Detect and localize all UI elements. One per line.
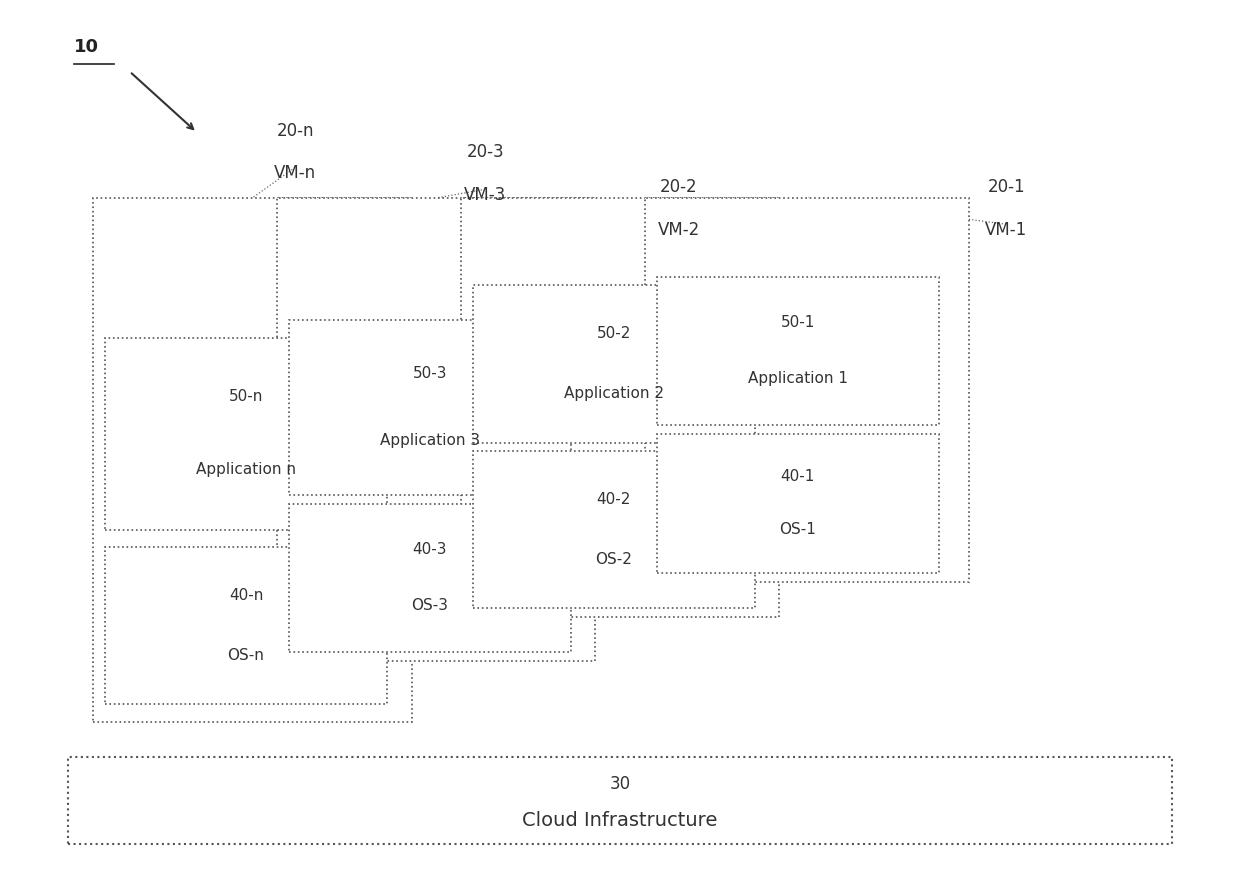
Text: 40-2: 40-2 xyxy=(596,492,631,506)
FancyBboxPatch shape xyxy=(460,198,780,618)
FancyBboxPatch shape xyxy=(277,198,595,661)
Text: 20-2: 20-2 xyxy=(660,178,698,196)
Text: 40-1: 40-1 xyxy=(781,469,815,484)
FancyBboxPatch shape xyxy=(472,286,755,443)
Text: 40-n: 40-n xyxy=(229,587,263,602)
Text: 20-1: 20-1 xyxy=(987,178,1025,196)
Text: OS-2: OS-2 xyxy=(595,551,632,566)
Text: 30: 30 xyxy=(609,774,631,792)
FancyBboxPatch shape xyxy=(472,452,755,609)
Text: Application 3: Application 3 xyxy=(379,432,480,447)
Text: Application n: Application n xyxy=(196,462,296,477)
FancyBboxPatch shape xyxy=(645,198,970,582)
Text: 50-n: 50-n xyxy=(229,388,263,403)
Text: 40-3: 40-3 xyxy=(413,541,448,556)
FancyBboxPatch shape xyxy=(105,338,387,530)
Text: 10: 10 xyxy=(74,37,99,56)
Text: 50-2: 50-2 xyxy=(596,326,631,340)
Text: VM-1: VM-1 xyxy=(985,221,1028,238)
FancyBboxPatch shape xyxy=(657,434,939,574)
Text: Application 1: Application 1 xyxy=(748,370,848,385)
FancyBboxPatch shape xyxy=(68,757,1172,844)
FancyBboxPatch shape xyxy=(105,548,387,704)
Text: 50-1: 50-1 xyxy=(781,315,815,330)
Text: Application 2: Application 2 xyxy=(564,385,663,400)
Text: 20-n: 20-n xyxy=(277,121,314,139)
FancyBboxPatch shape xyxy=(289,504,570,652)
Text: VM-n: VM-n xyxy=(274,164,316,182)
Text: OS-n: OS-n xyxy=(228,647,264,662)
FancyBboxPatch shape xyxy=(93,198,412,722)
Text: 20-3: 20-3 xyxy=(466,144,503,161)
FancyBboxPatch shape xyxy=(657,277,939,425)
Text: OS-3: OS-3 xyxy=(412,597,449,612)
FancyBboxPatch shape xyxy=(289,321,570,495)
Text: VM-3: VM-3 xyxy=(464,186,506,204)
Text: 50-3: 50-3 xyxy=(413,366,448,381)
Text: OS-1: OS-1 xyxy=(780,522,816,537)
Text: Cloud Infrastructure: Cloud Infrastructure xyxy=(522,811,718,829)
Text: VM-2: VM-2 xyxy=(657,221,699,238)
